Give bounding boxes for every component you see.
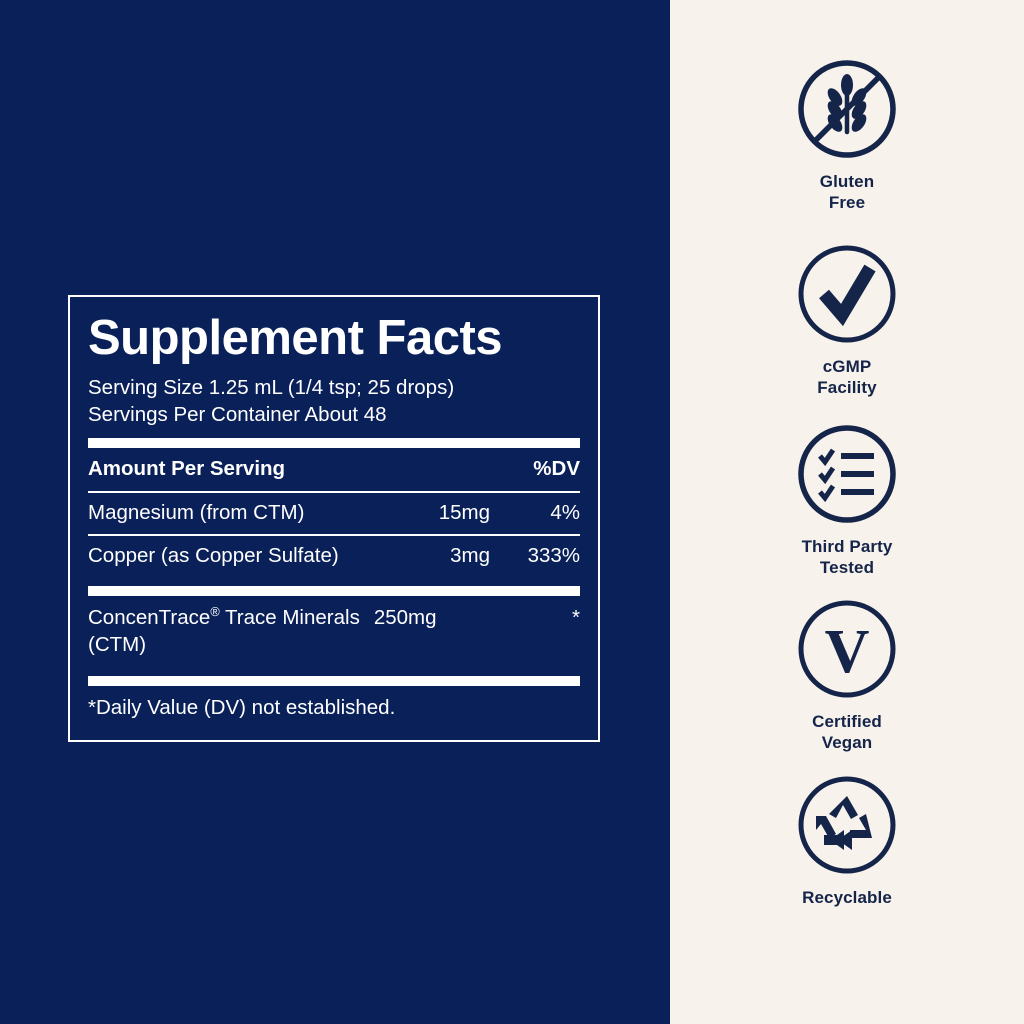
badge-recyclable: Recyclable <box>737 772 957 909</box>
svg-text:V: V <box>825 618 870 686</box>
divider-thin-2 <box>88 533 580 536</box>
badge-certified-vegan: V Certified Vegan <box>737 596 957 753</box>
servings-per-container-line: Servings Per Container About 48 <box>88 403 387 427</box>
badge-label: Third Party Tested <box>801 536 893 577</box>
certification-badges-panel: Gluten Free cGMP Facility <box>670 0 1024 1024</box>
badge-third-party-tested: Third Party Tested <box>737 421 957 578</box>
blend-name-and-amount: ConcenTrace® Trace Minerals 250mg (CTM) <box>88 604 512 658</box>
nutrient-dv: 4% <box>550 501 580 525</box>
badge-label: cGMP Facility <box>817 357 877 398</box>
badge-cgmp-facility: cGMP Facility <box>737 241 957 398</box>
supplement-facts-panel: Supplement Facts Serving Size 1.25 mL (1… <box>0 0 670 1024</box>
daily-value-header: %DV <box>533 457 580 481</box>
daily-value-footnote: *Daily Value (DV) not established. <box>88 696 396 720</box>
serving-size-line: Serving Size 1.25 mL (1/4 tsp; 25 drops) <box>88 375 455 399</box>
badge-gluten-free: Gluten Free <box>737 56 957 213</box>
blend-name-continuation: (CTM) <box>88 633 147 657</box>
nutrient-dv: 333% <box>527 543 580 567</box>
blend-name-suffix: Trace Minerals <box>219 606 360 630</box>
nutrient-name: Magnesium (from CTM) <box>88 501 305 525</box>
table-header-row: Amount Per Serving %DV <box>88 448 580 491</box>
table-row-blend: ConcenTrace® Trace Minerals 250mg (CTM) * <box>88 596 580 666</box>
badge-label: Gluten Free <box>819 172 875 212</box>
divider-thin-1 <box>88 491 580 494</box>
divider-thick-middle <box>88 586 580 597</box>
badge-label: Recyclable <box>802 887 892 907</box>
blend-dv-asterisk: * <box>572 606 580 630</box>
divider-thick-top <box>88 438 580 449</box>
registered-trademark-icon: ® <box>210 604 220 620</box>
blend-amount: 250mg <box>373 606 437 630</box>
badge-label: Certified Vegan <box>812 712 882 753</box>
divider-thick-bottom <box>88 676 580 687</box>
nutrient-amount: 15mg <box>438 501 490 525</box>
third-party-tested-checklist-icon <box>798 425 896 523</box>
certified-vegan-v-icon: V <box>798 600 896 698</box>
cgmp-checkmark-icon <box>798 245 896 343</box>
supplement-facts-title: Supplement Facts <box>88 311 503 365</box>
badges-list: Gluten Free cGMP Facility <box>670 0 1024 1024</box>
nutrient-name: Copper (as Copper Sulfate) <box>88 543 339 567</box>
recyclable-icon <box>798 776 896 874</box>
amount-per-serving-header: Amount Per Serving <box>88 457 286 481</box>
nutrient-amount: 3mg <box>450 543 490 567</box>
gluten-free-icon <box>798 60 896 158</box>
table-row: Magnesium (from CTM) 15mg 4% <box>88 493 580 534</box>
supplement-facts-box: Supplement Facts Serving Size 1.25 mL (1… <box>68 295 600 743</box>
table-row: Copper (as Copper Sulfate) 3mg 333% <box>88 536 580 577</box>
blend-name: ConcenTrace <box>88 606 211 630</box>
